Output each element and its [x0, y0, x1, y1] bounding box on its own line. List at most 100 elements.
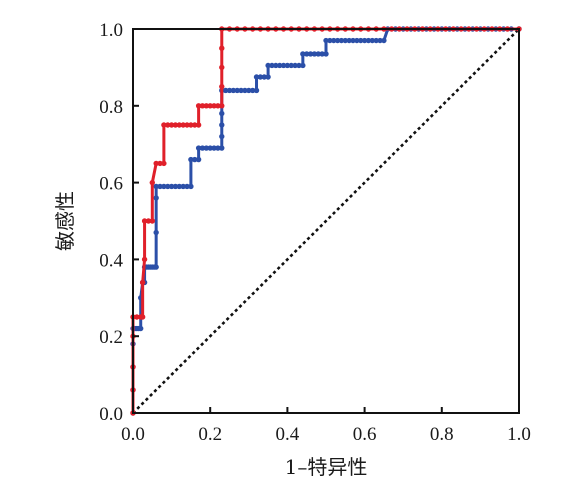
data-point: [300, 51, 306, 57]
data-point: [203, 145, 210, 151]
data-point: [157, 183, 163, 190]
data-point: [323, 51, 329, 57]
data-point: [377, 37, 383, 44]
x-tick-label: 0.0: [121, 424, 145, 445]
y-tick-label: 0.8: [99, 97, 123, 118]
data-point: [381, 37, 387, 44]
x-tick-label: 0.4: [276, 424, 300, 445]
data-point: [172, 183, 179, 190]
x-tick-label: 0.2: [198, 424, 222, 445]
data-point: [192, 156, 198, 163]
data-point: [249, 87, 256, 94]
data-point: [161, 160, 167, 167]
data-point: [219, 133, 225, 140]
data-point: [269, 62, 275, 69]
data-point: [180, 122, 186, 128]
data-point: [195, 103, 202, 109]
data-point: [153, 264, 159, 270]
data-point: [238, 87, 244, 94]
data-point: [219, 83, 225, 90]
data-point: [369, 37, 376, 44]
data-point: [153, 229, 159, 236]
data-point: [157, 160, 163, 167]
data-point: [276, 62, 283, 69]
data-point: [141, 256, 148, 263]
data-point: [153, 195, 159, 201]
data-point: [207, 103, 213, 109]
data-point: [141, 218, 148, 224]
data-point: [161, 122, 167, 128]
data-point: [230, 87, 237, 94]
data-point: [203, 103, 210, 109]
data-point: [284, 62, 291, 69]
data-point: [168, 183, 175, 190]
data-point: [134, 314, 140, 320]
data-point: [172, 122, 179, 128]
x-tick-label: 1.0: [507, 424, 531, 445]
data-point: [292, 62, 298, 69]
data-point: [219, 122, 225, 128]
data-point: [165, 183, 171, 190]
data-point: [199, 145, 206, 151]
data-point: [195, 145, 202, 151]
x-axis: 0.0 0.2 0.4 0.6 0.8 1.0: [121, 407, 531, 445]
data-point: [342, 37, 348, 44]
y-axis: 0.0 0.2 0.4 0.6 0.8 1.0: [99, 20, 139, 425]
data-point: [138, 325, 144, 332]
data-point: [234, 87, 240, 94]
data-point: [219, 64, 225, 71]
data-point: [219, 45, 225, 51]
y-tick-label: 0.4: [99, 250, 123, 271]
data-point: [215, 103, 221, 109]
data-point: [307, 51, 314, 57]
data-point: [180, 183, 186, 190]
data-point: [139, 279, 146, 286]
data-point: [346, 37, 352, 44]
data-point: [222, 87, 229, 94]
data-point: [199, 103, 206, 109]
data-point: [188, 156, 194, 163]
data-point: [195, 122, 202, 128]
data-point: [300, 62, 306, 69]
data-point: [327, 37, 333, 44]
data-point: [331, 37, 337, 44]
data-point: [373, 37, 379, 44]
data-point: [253, 87, 260, 94]
data-point: [153, 183, 159, 190]
data-point: [265, 74, 271, 80]
y-tick-label: 0.2: [99, 327, 123, 348]
data-point: [153, 160, 159, 167]
data-point: [242, 87, 248, 94]
data-point: [361, 37, 368, 44]
data-point: [149, 218, 155, 224]
data-point: [226, 87, 233, 94]
data-point: [192, 122, 198, 128]
data-point: [219, 145, 225, 151]
data-point: [207, 145, 213, 151]
data-point: [265, 62, 271, 69]
data-point: [261, 74, 267, 80]
data-point: [184, 122, 190, 128]
y-axis-title: 敏感性: [53, 191, 77, 251]
y-tick-label: 0.0: [99, 404, 123, 425]
data-point: [215, 145, 221, 151]
data-point: [211, 145, 217, 151]
data-point: [280, 62, 287, 69]
data-point: [246, 87, 252, 94]
y-tick-label: 1.0: [99, 20, 123, 41]
data-point: [168, 122, 175, 128]
data-point: [184, 183, 190, 190]
data-point: [315, 51, 321, 57]
x-axis-title: 1–特异性: [285, 455, 368, 479]
reference-diagonal: [132, 28, 520, 414]
data-point: [311, 51, 318, 57]
data-point: [319, 51, 325, 57]
data-point: [145, 218, 152, 224]
data-point: [334, 37, 341, 44]
data-point: [219, 103, 225, 109]
data-point: [358, 37, 364, 44]
data-point: [195, 156, 202, 163]
x-tick-label: 0.8: [430, 424, 454, 445]
data-point: [176, 183, 183, 190]
